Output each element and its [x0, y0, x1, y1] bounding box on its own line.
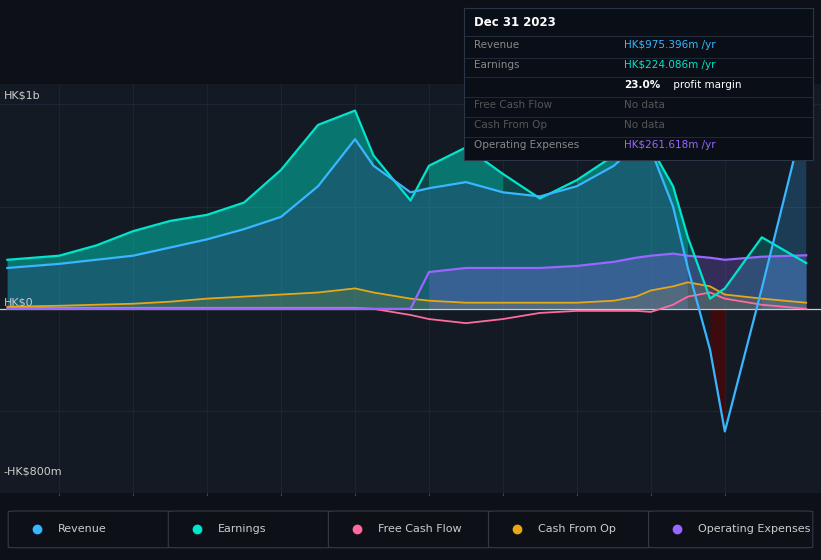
Text: profit margin: profit margin: [670, 80, 741, 90]
Text: Cash From Op: Cash From Op: [538, 524, 616, 534]
Text: HK$261.618m /yr: HK$261.618m /yr: [624, 139, 716, 150]
Text: Revenue: Revenue: [475, 40, 520, 50]
Text: -HK$800m: -HK$800m: [4, 466, 62, 477]
Text: Free Cash Flow: Free Cash Flow: [475, 100, 553, 110]
Text: Earnings: Earnings: [475, 60, 520, 70]
FancyBboxPatch shape: [488, 511, 653, 548]
FancyBboxPatch shape: [649, 511, 813, 548]
Text: Free Cash Flow: Free Cash Flow: [378, 524, 461, 534]
Text: Earnings: Earnings: [218, 524, 266, 534]
Text: Cash From Op: Cash From Op: [475, 120, 548, 130]
Text: 23.0%: 23.0%: [624, 80, 661, 90]
Text: HK$224.086m /yr: HK$224.086m /yr: [624, 60, 716, 70]
FancyBboxPatch shape: [168, 511, 333, 548]
Text: No data: No data: [624, 100, 665, 110]
Text: HK$975.396m /yr: HK$975.396m /yr: [624, 40, 716, 50]
Text: Operating Expenses: Operating Expenses: [475, 139, 580, 150]
Text: No data: No data: [624, 120, 665, 130]
Text: HK$0: HK$0: [4, 297, 34, 307]
FancyBboxPatch shape: [8, 511, 172, 548]
Text: HK$1b: HK$1b: [4, 90, 40, 100]
FancyBboxPatch shape: [328, 511, 493, 548]
Text: Revenue: Revenue: [57, 524, 106, 534]
Text: Operating Expenses: Operating Expenses: [698, 524, 810, 534]
Text: Dec 31 2023: Dec 31 2023: [475, 16, 556, 29]
